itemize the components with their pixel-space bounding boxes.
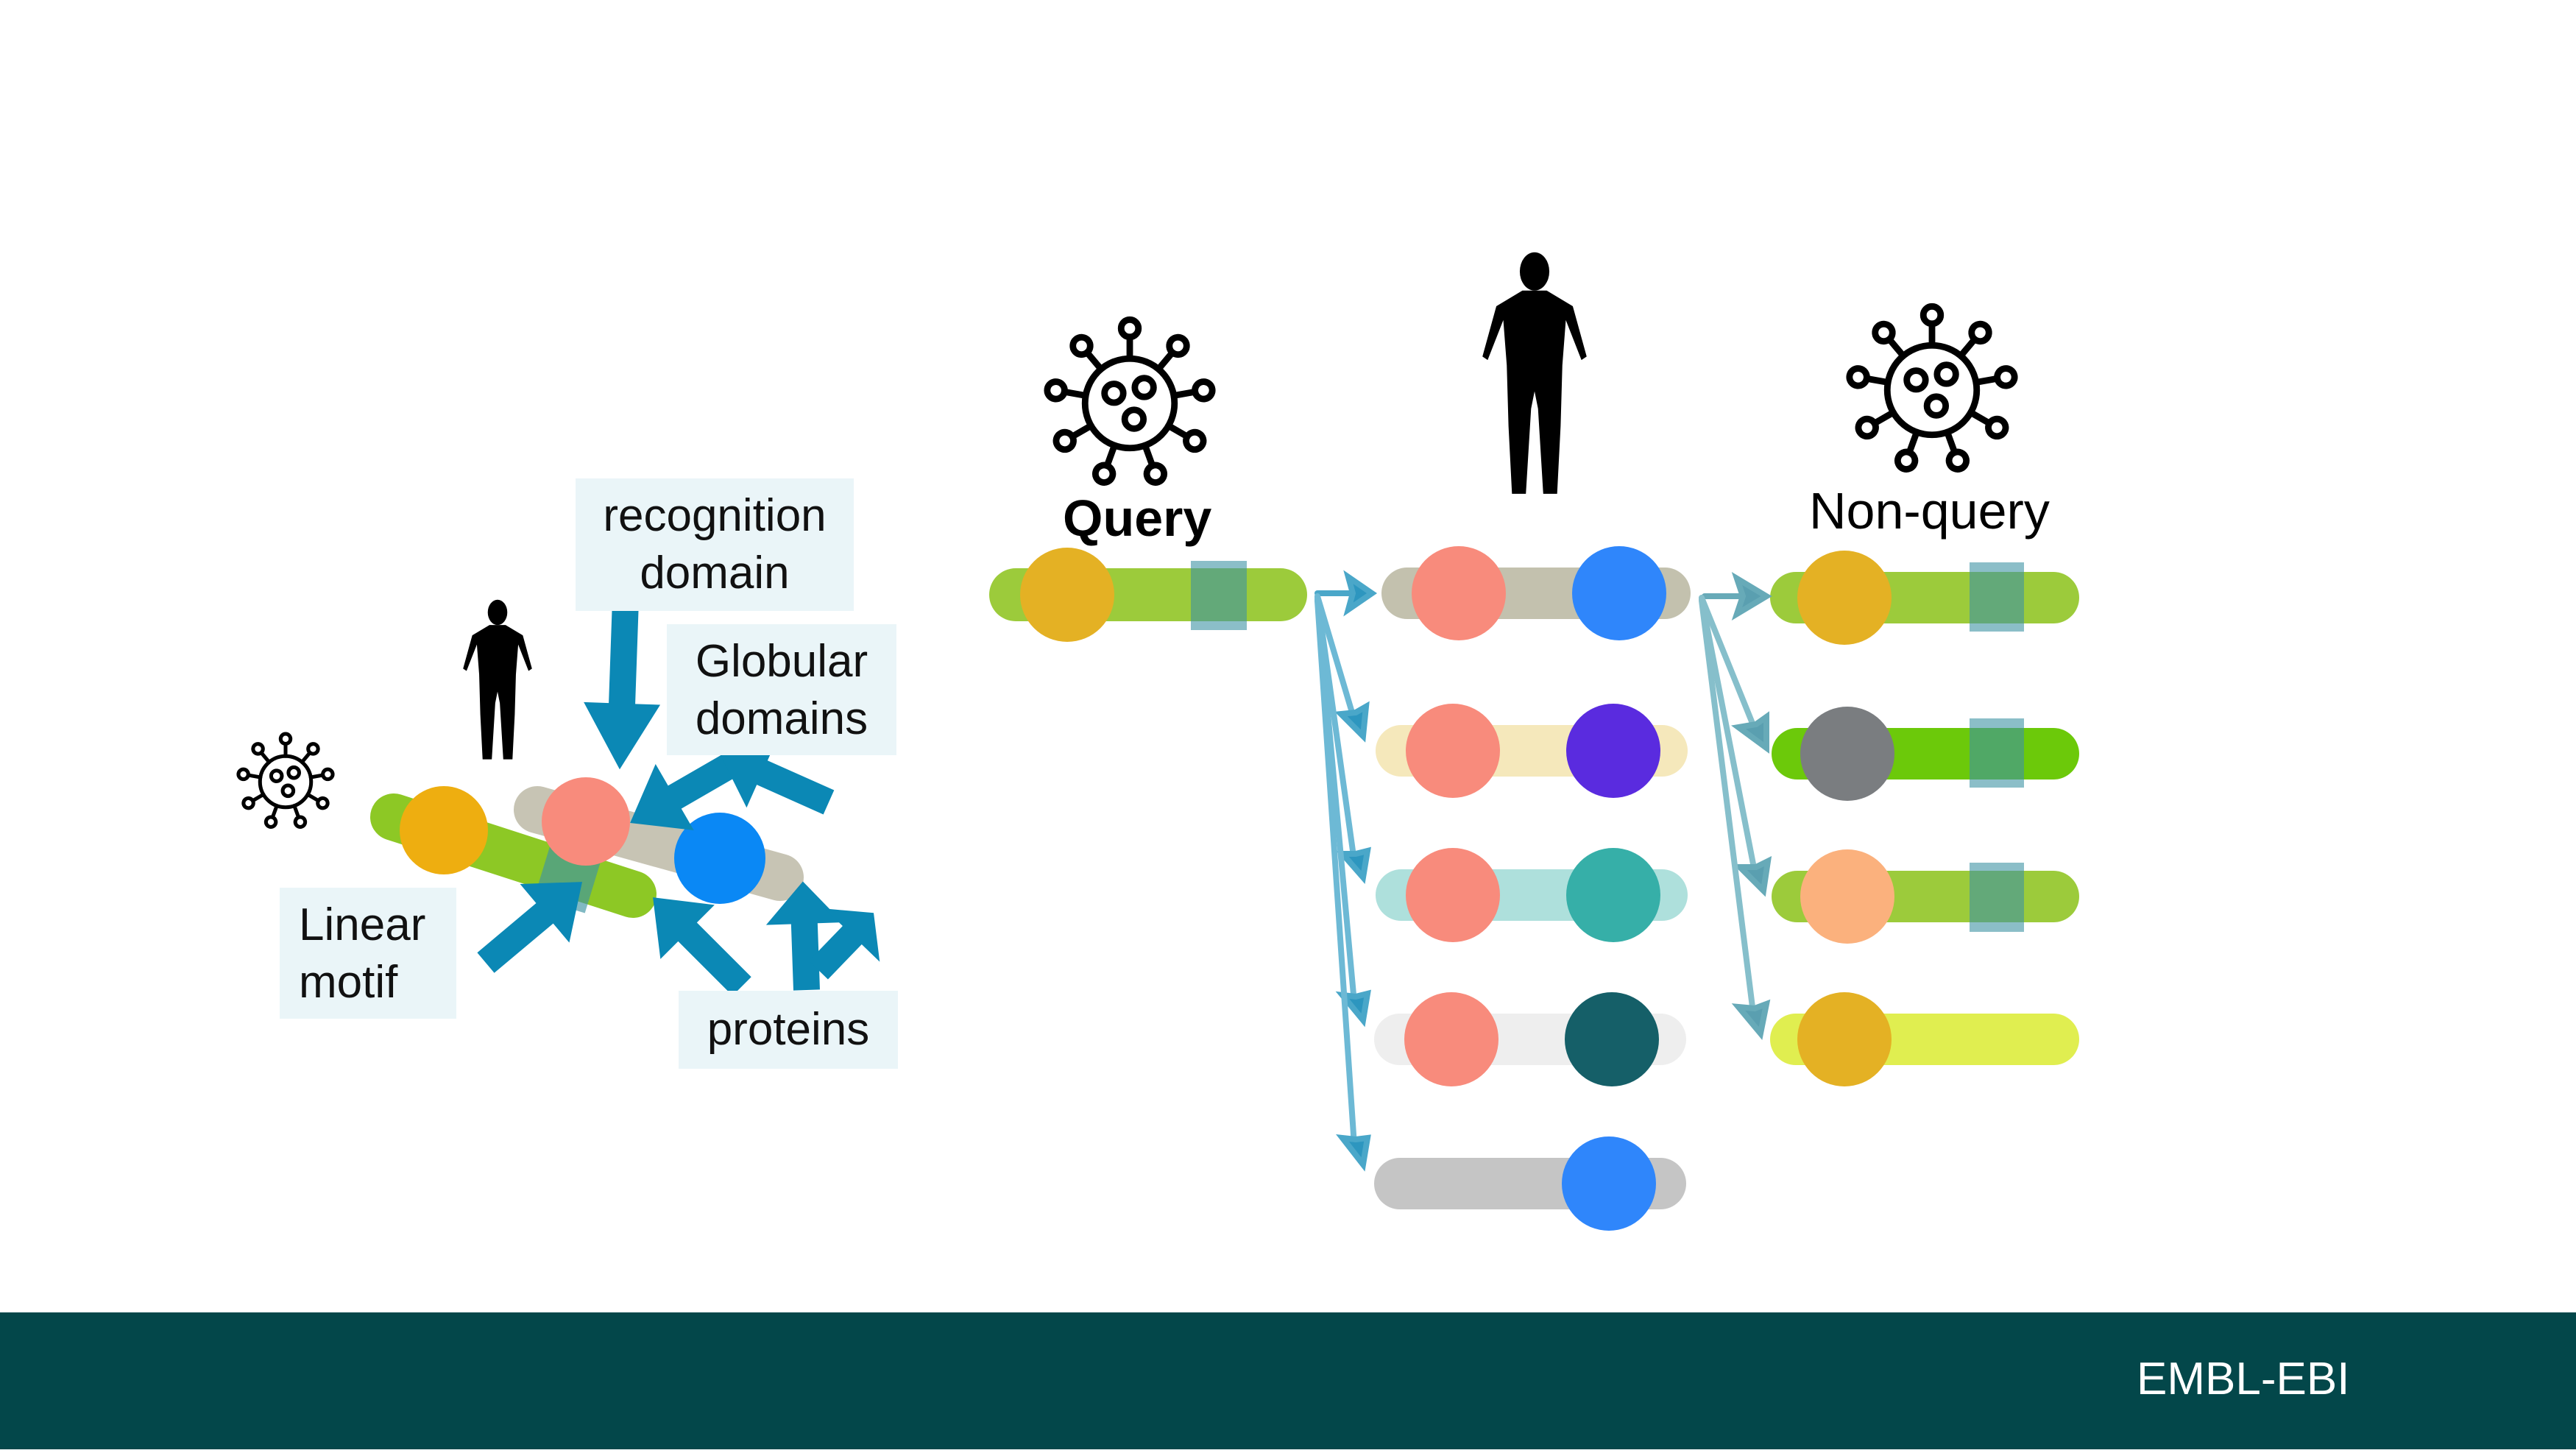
- query-heading: Query: [1063, 489, 1212, 547]
- nonquery-protein-row: [1770, 992, 2079, 1086]
- nonquery-protein-row: [1772, 849, 2079, 944]
- arrow-icon: [653, 897, 751, 996]
- nonquery-protein-row: [1770, 551, 2079, 645]
- proteins-label: proteins: [679, 991, 898, 1069]
- left-arrows: [477, 599, 880, 996]
- human-protein-row: [1374, 1136, 1686, 1231]
- human-to-nonquery-arrows: [1699, 572, 1772, 1040]
- query-to-human-arrows: [1314, 570, 1378, 1172]
- globular-domains-label: Globular domains: [667, 624, 896, 755]
- recognition-label-line1: recognition: [603, 490, 827, 541]
- arrow-icon: [584, 599, 661, 770]
- proteins-label-text: proteins: [707, 1004, 870, 1055]
- footer-bar: [0, 1312, 2576, 1449]
- human-figure-icon: [463, 599, 532, 760]
- virus-icon: [1848, 306, 2016, 472]
- arrow-icon: [477, 882, 582, 973]
- globular-label-line1: Globular: [695, 636, 868, 687]
- recognition-label-line2: domain: [640, 548, 790, 598]
- footer-brand-text: EMBL-EBI: [2137, 1354, 2350, 1404]
- recognition-domain-label: recognition domain: [576, 478, 854, 611]
- arrow-icon: [809, 908, 880, 980]
- linear-motif-label: Linear motif: [280, 888, 456, 1019]
- left-schematic: [238, 599, 880, 996]
- viral-domain-orange: [400, 786, 488, 874]
- recognition-domain-salmon: [542, 777, 630, 866]
- arrow-icon: [630, 745, 751, 831]
- nonquery-protein-row: [1772, 707, 2079, 801]
- arrow-icon: [765, 881, 843, 991]
- query-protein: [989, 548, 1307, 642]
- human-protein-row: [1376, 704, 1688, 798]
- linear-label-line2: motif: [299, 957, 398, 1008]
- arrow-icon: [720, 738, 835, 815]
- globular-label-line2: domains: [695, 693, 868, 744]
- human-protein-row: [1376, 848, 1688, 942]
- human-protein-row: [1374, 992, 1686, 1086]
- virus-icon: [1046, 319, 1214, 485]
- human-protein-row: [1381, 546, 1691, 640]
- linear-label-line1: Linear: [299, 899, 426, 950]
- right-schematic: [989, 252, 2079, 1231]
- globular-domain-blue: [674, 813, 765, 904]
- human-figure-icon: [1482, 252, 1587, 494]
- non-query-heading: Non-query: [1809, 482, 2050, 540]
- virus-icon: [238, 734, 333, 828]
